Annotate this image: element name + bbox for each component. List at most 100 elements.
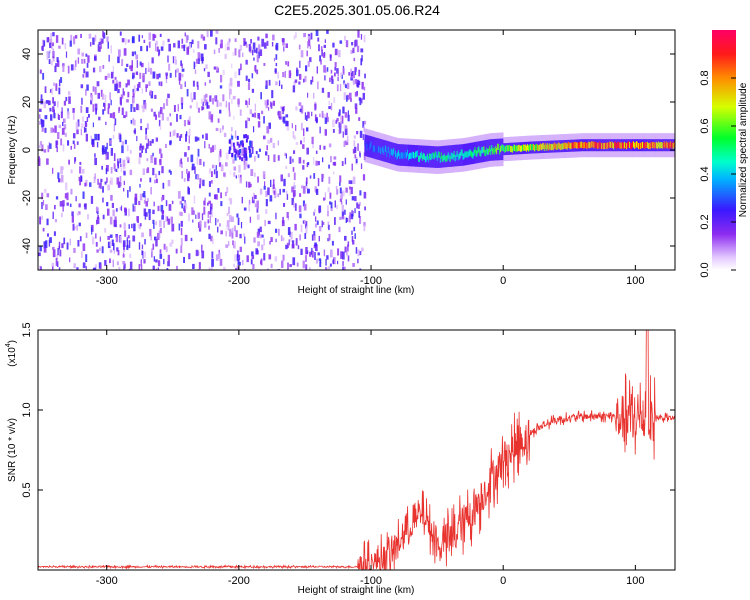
signal-core [634,142,636,149]
noise-cell [332,162,336,166]
noise-cell [73,263,76,268]
noise-cell [363,34,366,43]
noise-cell [63,124,67,130]
snr-y-axis-label: SNR (10 * v/v) [7,418,18,482]
noise-cell [357,143,359,151]
noise-cell [318,207,320,212]
noise-cell [94,264,98,270]
noise-cell [61,37,64,45]
noise-cell [299,193,302,197]
noise-cell [309,251,312,257]
noise-cell [123,91,125,96]
noise-cell [84,70,86,78]
noise-cell [165,215,167,222]
noise-cell [298,102,302,106]
noise-cell [315,30,319,36]
noise-cell [127,91,130,98]
noise-cell [344,235,347,241]
signal-core [641,142,643,149]
noise-cell [320,59,322,65]
noise-cell [249,216,252,223]
noise-cell [324,114,326,118]
noise-cell [137,105,140,111]
signal-core [638,143,640,150]
noise-cell [119,224,122,228]
noise-cell [49,42,52,48]
signal-core [637,141,639,148]
noise-cell [315,160,318,166]
noise-cell [166,216,169,222]
noise-cell [327,92,330,98]
noise-cell [74,65,76,71]
noise-cell [257,113,260,119]
noise-cell [273,154,276,163]
noise-cell [222,125,224,130]
noise-cell [306,147,309,155]
noise-cell [162,40,165,46]
noise-cell [106,165,109,172]
noise-cell [317,161,320,166]
noise-cell [334,67,337,71]
noise-cell [107,107,110,115]
noise-cell [277,71,279,79]
signal-core [543,144,546,151]
snr-background [38,330,675,570]
hot-spot-cell [245,153,248,158]
noise-cell [284,70,286,78]
noise-cell [278,116,282,120]
noise-cell [358,204,360,209]
signal-core [562,143,565,150]
signal-core [415,151,417,158]
signal-core [661,142,664,149]
signal-core [602,142,604,149]
spectrogram-x-axis-label: Height of straight line (km) [298,285,415,296]
noise-cell [169,72,172,78]
noise-cell [202,101,205,106]
noise-cell [59,201,63,207]
noise-cell [128,268,131,270]
noise-cell [295,238,298,246]
noise-cell [299,234,301,241]
signal-core [601,142,603,150]
noise-cell [255,151,258,155]
noise-cell [328,234,331,241]
noise-cell [202,179,205,187]
noise-cell [106,142,108,150]
noise-cell [311,247,313,255]
signal-core [523,144,525,151]
signal-core [491,145,493,152]
signal-core [626,143,628,150]
noise-cell [206,101,209,109]
noise-cell [273,190,276,195]
noise-cell [183,256,185,263]
signal-core [408,154,410,161]
noise-cell [352,240,355,245]
noise-cell [280,235,283,242]
noise-cell [138,225,141,230]
noise-cell [260,92,262,100]
noise-cell [77,119,80,127]
noise-cell [265,151,268,156]
noise-cell [205,64,208,69]
noise-cell [122,254,125,258]
signal-core [542,142,545,150]
noise-cell [357,249,360,257]
noise-cell [132,36,135,44]
noise-cell [49,237,52,243]
noise-cell [79,166,82,174]
noise-cell [154,179,156,184]
noise-cell [64,193,68,199]
noise-cell [294,203,297,211]
noise-cell [304,233,307,239]
signal-core [529,144,531,151]
noise-cell [39,108,42,112]
noise-cell [275,63,278,67]
noise-cell [46,218,49,226]
noise-cell [43,188,47,193]
noise-cell [259,226,262,233]
noise-cell [277,111,279,116]
noise-cell [61,212,63,218]
noise-cell [197,251,200,256]
noise-cell [364,120,367,125]
noise-cell [287,61,290,67]
